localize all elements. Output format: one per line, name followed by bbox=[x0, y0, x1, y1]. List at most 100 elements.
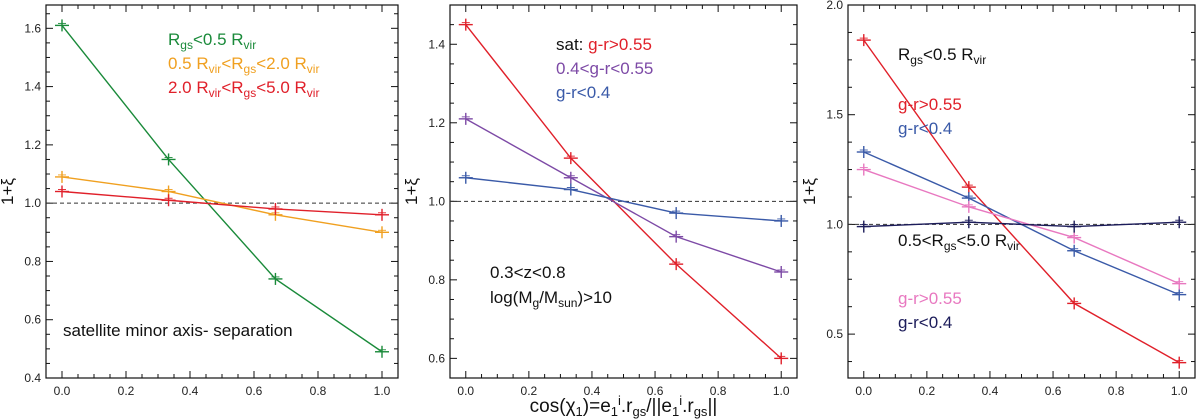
y-tick-label: 1.5 bbox=[826, 108, 843, 122]
annotation: 0.3<z<0.8 bbox=[490, 263, 566, 282]
x-axis-label-part: gs bbox=[694, 404, 708, 419]
legend-entry-part: R bbox=[168, 30, 180, 49]
series-line bbox=[61, 190, 383, 216]
series-1 bbox=[458, 18, 789, 365]
y-tick-label: 2.0 bbox=[826, 0, 843, 12]
legend-entry-part: gs bbox=[244, 86, 257, 100]
x-tick-label: 0.2 bbox=[118, 384, 135, 398]
data-point bbox=[55, 19, 69, 32]
x-tick-label: 1.0 bbox=[374, 384, 391, 398]
data-point bbox=[161, 153, 176, 166]
y-tick-label: 1.4 bbox=[428, 37, 445, 51]
x-tick-label: 0.8 bbox=[1108, 384, 1125, 398]
data-point bbox=[961, 216, 976, 229]
x-axis-label-part: )=e bbox=[583, 396, 611, 417]
legend-entry-part: vir bbox=[974, 53, 987, 67]
series-3 bbox=[856, 163, 1187, 290]
y-tick-label: 1.0 bbox=[24, 196, 41, 210]
legend-entry-part: <0.5 R bbox=[193, 30, 244, 49]
data-point bbox=[856, 220, 871, 233]
x-tick-label: 1.0 bbox=[1171, 384, 1188, 398]
x-tick-label: 0.6 bbox=[1045, 384, 1062, 398]
legend-entry-part: 0.5<R bbox=[898, 231, 944, 250]
data-point bbox=[268, 202, 283, 215]
y-axis-label: 1+ξ bbox=[402, 178, 421, 205]
annotation: log(Mg/Msun)>10 bbox=[490, 288, 612, 310]
legend-entry: g-r>0.55 bbox=[898, 289, 962, 308]
data-point bbox=[774, 265, 789, 278]
legend-entry-part: g-r>0.55 bbox=[898, 289, 962, 308]
data-point bbox=[1067, 231, 1082, 244]
legend-entry-part: sat: bbox=[556, 35, 588, 54]
data-point bbox=[1067, 220, 1082, 233]
x-axis-label-part: cos(χ bbox=[530, 396, 576, 417]
legend-entry-part: g-r<0.4 bbox=[556, 83, 610, 102]
x-axis-label-part: /||e bbox=[646, 396, 672, 417]
x-tick-label: 0.2 bbox=[521, 384, 538, 398]
x-tick-label: 0.6 bbox=[246, 384, 263, 398]
y-tick-label: 0.5 bbox=[826, 327, 843, 341]
series-4 bbox=[856, 216, 1187, 233]
x-tick-label: 0.8 bbox=[710, 384, 727, 398]
data-point bbox=[268, 272, 283, 285]
series-1 bbox=[55, 19, 389, 358]
legend-entry-part: <5.0 R bbox=[957, 231, 1008, 250]
x-tick-label: 0.6 bbox=[647, 384, 664, 398]
data-point bbox=[563, 152, 578, 165]
legend-entry: Rgs<0.5 Rvir bbox=[898, 45, 986, 67]
legend-entry-part: vir bbox=[209, 62, 222, 76]
data-point bbox=[774, 214, 789, 227]
x-axis-label-part: 1 bbox=[576, 404, 583, 419]
legend-entry-part: g-r>0.55 bbox=[898, 95, 962, 114]
data-point bbox=[458, 171, 473, 184]
x-tick-label: 0.8 bbox=[310, 384, 327, 398]
legend-entry-part: 0.4<g-r<0.55 bbox=[556, 59, 653, 78]
y-tick-label: 0.8 bbox=[24, 254, 41, 268]
legend-entry: g-r<0.4 bbox=[556, 83, 610, 102]
legend-entry: g-r<0.4 bbox=[898, 313, 952, 332]
data-point bbox=[1172, 277, 1187, 290]
annotation-part: 0.3<z<0.8 bbox=[490, 263, 566, 282]
data-point bbox=[1067, 297, 1082, 310]
x-tick-label: 0.0 bbox=[457, 384, 474, 398]
x-axis-label-part: || bbox=[707, 396, 717, 417]
legend-entry: g-r<0.4 bbox=[898, 119, 952, 138]
x-axis-label-part: i bbox=[618, 393, 621, 408]
series-line bbox=[465, 24, 782, 359]
legend-entry-part: <0.5 R bbox=[923, 45, 974, 64]
legend-entry-part: vir bbox=[244, 38, 257, 52]
x-axis-label-part: .r bbox=[621, 396, 633, 417]
series-3 bbox=[458, 171, 789, 227]
series-line bbox=[863, 168, 1180, 285]
annotation-part: g bbox=[533, 296, 540, 310]
legend-entry-part: vir bbox=[307, 86, 320, 100]
legend-entry-part: gs bbox=[180, 38, 193, 52]
y-tick-label: 1.0 bbox=[826, 217, 843, 231]
legend-entry-part: <R bbox=[221, 54, 243, 73]
data-point bbox=[669, 207, 684, 220]
data-point bbox=[458, 112, 473, 125]
x-axis-label-part: 1 bbox=[672, 404, 679, 419]
x-tick-label: 1.0 bbox=[773, 384, 790, 398]
legend-entry-part: g-r>0.55 bbox=[588, 35, 652, 54]
series-line bbox=[863, 39, 1180, 364]
data-point bbox=[669, 230, 684, 243]
x-axis-label-part: gs bbox=[633, 404, 647, 419]
annotation-part: sun bbox=[558, 296, 577, 310]
y-tick-label: 1.2 bbox=[24, 138, 41, 152]
data-point bbox=[375, 208, 389, 221]
x-tick-label: 0.0 bbox=[54, 384, 71, 398]
y-tick-label: 0.6 bbox=[24, 313, 41, 327]
y-tick-label: 0.6 bbox=[428, 351, 445, 365]
series-2 bbox=[458, 112, 789, 278]
y-axis-label: 1+ξ bbox=[800, 178, 819, 205]
data-point bbox=[961, 181, 976, 194]
legend-entry-part: gs bbox=[910, 53, 923, 67]
legend-entry-part: gs bbox=[244, 62, 257, 76]
legend-entry-part: <2.0 R bbox=[256, 54, 307, 73]
data-point bbox=[1172, 288, 1187, 301]
legend-entry-part: vir bbox=[1007, 239, 1020, 253]
data-point bbox=[774, 352, 789, 365]
